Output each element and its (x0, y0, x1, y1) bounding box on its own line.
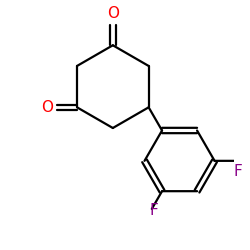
Text: O: O (107, 6, 119, 22)
Text: O: O (41, 100, 53, 115)
Text: F: F (233, 164, 242, 179)
Text: F: F (150, 203, 158, 218)
